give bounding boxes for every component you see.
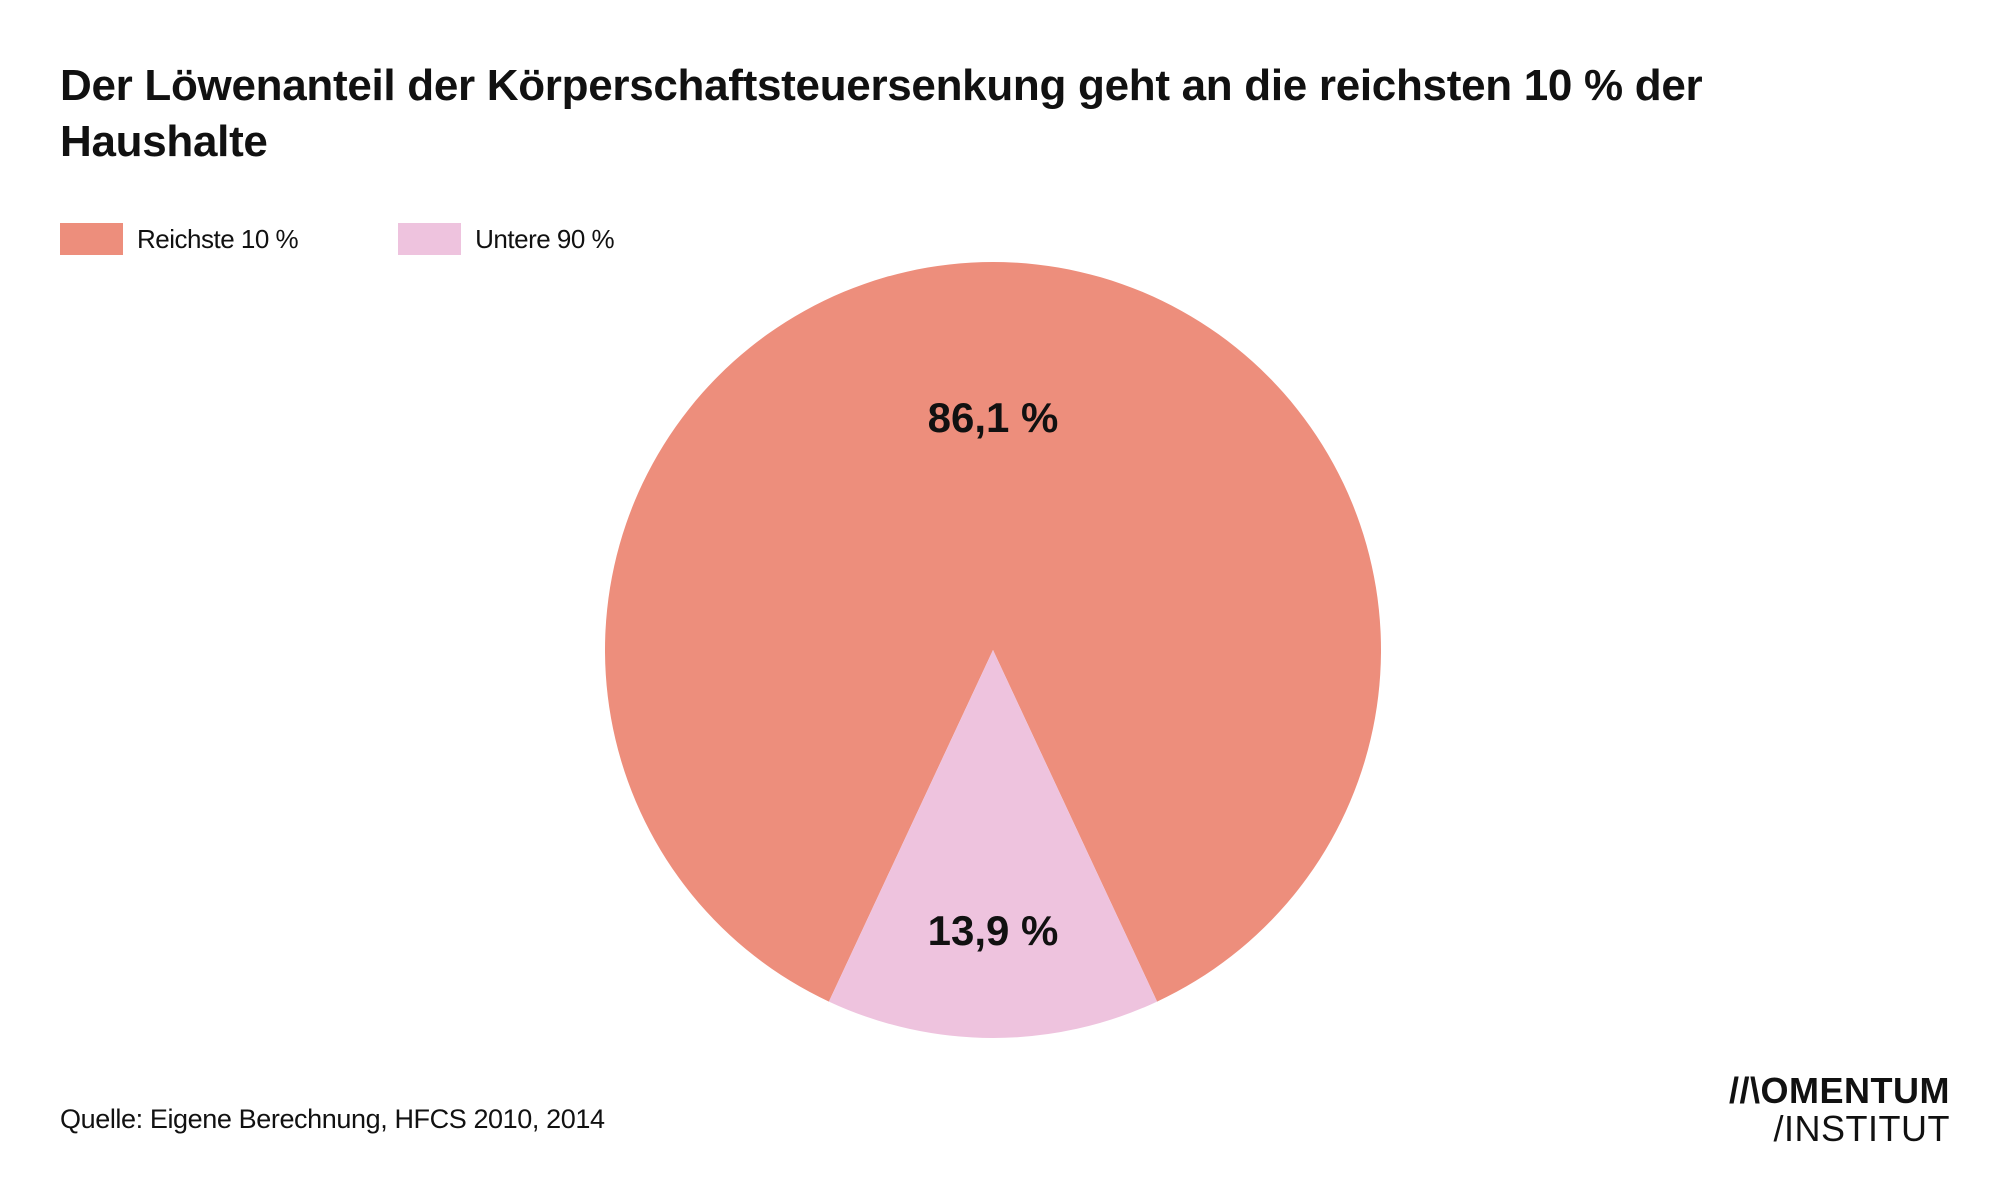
pie-slice-reichste xyxy=(605,261,1381,1002)
chart-title: Der Löwenanteil der Körperschaftsteuerse… xyxy=(60,61,1703,166)
logo-line-1: //\OMENTUM xyxy=(1729,1070,1950,1111)
legend-item-reichste: Reichste 10 % xyxy=(60,223,299,255)
pie-slice-untere xyxy=(828,650,1158,1038)
legend-swatch-untere xyxy=(398,223,462,255)
legend-swatch-reichste xyxy=(60,223,123,255)
pie-label-untere: 13,9 % xyxy=(928,907,1059,954)
pie-slices xyxy=(605,261,1381,1038)
source-note: Quelle: Eigene Berechnung, HFCS 2010, 20… xyxy=(60,1104,605,1134)
momentum-institut-logo: //\OMENTUM /INSTITUT xyxy=(1690,1072,1950,1148)
logo-line-2: /INSTITUT xyxy=(1773,1108,1950,1149)
chart-legend: Reichste 10 % Untere 90 % xyxy=(60,222,714,256)
legend-item-untere: Untere 90 % xyxy=(398,223,615,255)
legend-label-reichste: Reichste 10 % xyxy=(137,223,299,254)
pie-label-reichste: 86,1 % xyxy=(928,394,1059,441)
legend-label-untere: Untere 90 % xyxy=(475,223,615,254)
pie-labels: 86,1 % 13,9 % xyxy=(928,394,1059,954)
